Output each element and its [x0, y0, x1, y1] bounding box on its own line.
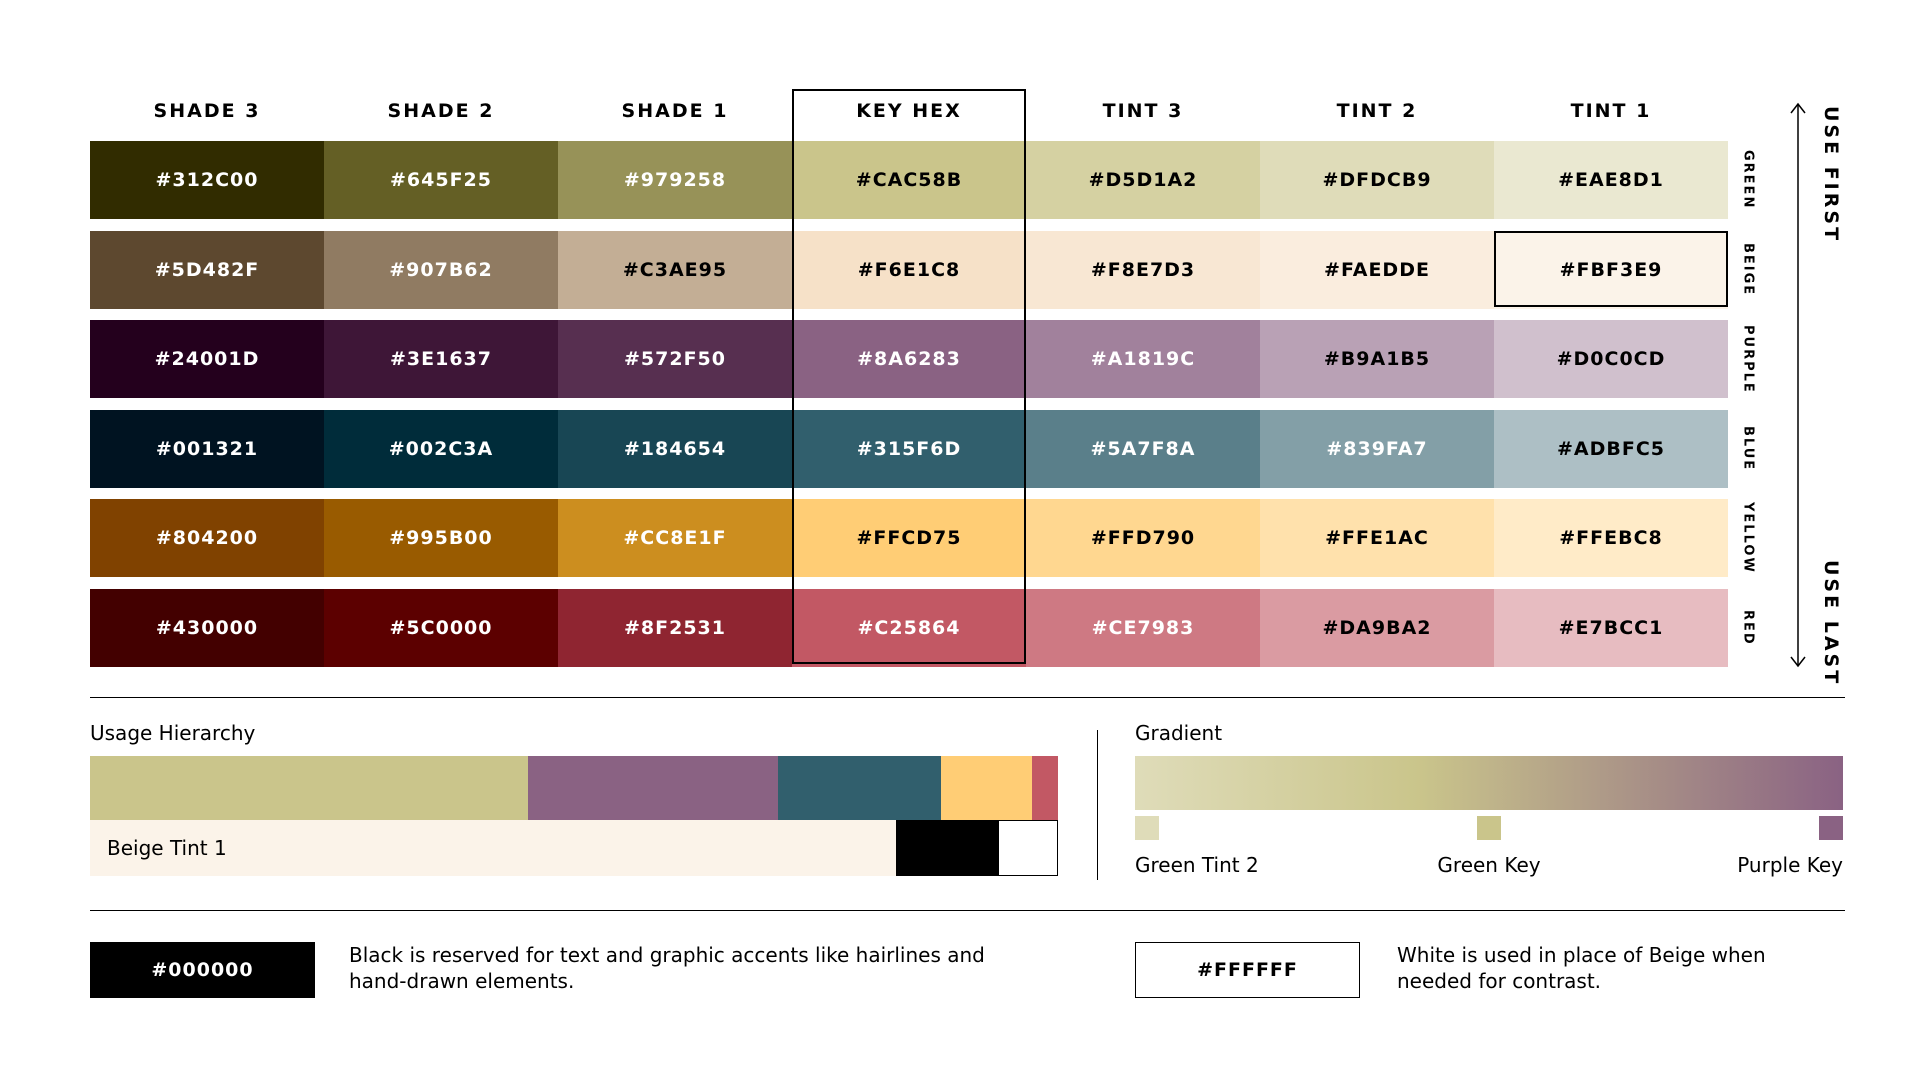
swatch-yellow-0: #804200	[90, 499, 324, 577]
black-description: Black is reserved for text and graphic a…	[349, 943, 985, 993]
divider-bottom	[90, 910, 1845, 911]
swatch-purple-1: #3E1637	[324, 320, 558, 398]
swatch-purple-4: #A1819C	[1026, 320, 1260, 398]
swatch-red-3: #C25864	[792, 588, 1026, 667]
white-swatch: #FFFFFF	[1135, 942, 1360, 998]
black-swatch: #000000	[90, 942, 315, 998]
swatch-yellow-2: #CC8E1F	[558, 499, 792, 577]
white-description: White is used in place of Beige when nee…	[1397, 943, 1766, 993]
swatch-red-0: #430000	[90, 588, 324, 667]
swatch-yellow-4: #FFD790	[1026, 499, 1260, 577]
gradient-label-mid: Green Key	[1437, 853, 1541, 877]
swatch-beige-2: #C3AE95	[558, 230, 792, 309]
swatch-beige-3: #F6E1C8	[792, 230, 1026, 309]
swatch-blue-5: #839FA7	[1260, 409, 1494, 488]
swatch-blue-0: #001321	[90, 409, 324, 488]
usage-base-segment	[997, 820, 1058, 876]
swatch-beige-4: #F8E7D3	[1026, 230, 1260, 309]
gradient-swatch-mid	[1477, 816, 1501, 840]
column-header: TINT 2	[1336, 100, 1418, 122]
gradient-label-end: Purple Key	[1737, 853, 1843, 877]
swatch-yellow-3: #FFCD75	[792, 499, 1026, 577]
swatch-green-2: #979258	[558, 141, 792, 219]
usage-base-segment	[896, 820, 998, 876]
swatch-blue-1: #002C3A	[324, 409, 558, 488]
swatch-purple-3: #8A6283	[792, 320, 1026, 398]
swatch-yellow-5: #FFE1AC	[1260, 499, 1494, 577]
swatch-purple-5: #B9A1B5	[1260, 320, 1494, 398]
swatch-purple-0: #24001D	[90, 320, 324, 398]
swatch-beige-0: #5D482F	[90, 230, 324, 309]
section-divider	[1097, 730, 1098, 880]
gradient-swatch-end	[1819, 816, 1843, 840]
usage-segment	[778, 756, 941, 820]
swatch-green-5: #DFDCB9	[1260, 141, 1494, 219]
swatch-red-6: #E7BCC1	[1494, 588, 1728, 667]
swatch-beige-6: #FBF3E9	[1494, 230, 1728, 309]
column-header: TINT 1	[1570, 100, 1652, 122]
swatch-yellow-1: #995B00	[324, 499, 558, 577]
row-label-green: GREEN	[1740, 150, 1756, 210]
swatch-blue-2: #184654	[558, 409, 792, 488]
row-label-red: RED	[1740, 609, 1756, 646]
priority-arrow	[1790, 102, 1806, 668]
usage-base-label: Beige Tint 1	[107, 836, 227, 860]
row-label-yellow: YELLOW	[1740, 502, 1756, 574]
swatch-red-5: #DA9BA2	[1260, 588, 1494, 667]
column-header: SHADE 1	[621, 100, 729, 122]
usage-segment	[527, 756, 779, 820]
column-header: SHADE 3	[153, 100, 261, 122]
swatch-yellow-6: #FFEBC8	[1494, 499, 1728, 577]
row-label-blue: BLUE	[1740, 425, 1756, 472]
swatch-green-0: #312C00	[90, 141, 324, 219]
usage-segment	[940, 756, 1032, 820]
usage-segment	[1031, 756, 1058, 820]
column-header: SHADE 2	[387, 100, 495, 122]
swatch-purple-2: #572F50	[558, 320, 792, 398]
swatch-blue-6: #ADBFC5	[1494, 409, 1728, 488]
column-header: TINT 3	[1102, 100, 1184, 122]
gradient-title: Gradient	[1135, 721, 1223, 745]
swatch-red-2: #8F2531	[558, 588, 792, 667]
usage-base-segment: Beige Tint 1	[90, 820, 897, 876]
row-label-beige: BEIGE	[1740, 242, 1756, 297]
swatch-blue-3: #315F6D	[792, 409, 1026, 488]
gradient-bar	[1135, 756, 1843, 810]
gradient-label-start: Green Tint 2	[1135, 853, 1259, 877]
use-first-label: USE FIRST	[1820, 106, 1842, 244]
swatch-blue-4: #5A7F8A	[1026, 409, 1260, 488]
swatch-beige-1: #907B62	[324, 230, 558, 309]
swatch-green-3: #CAC58B	[792, 141, 1026, 219]
column-header: KEY HEX	[856, 100, 962, 122]
usage-segment	[90, 756, 528, 820]
swatch-green-4: #D5D1A2	[1026, 141, 1260, 219]
swatch-green-6: #EAE8D1	[1494, 141, 1728, 219]
row-label-purple: PURPLE	[1740, 324, 1756, 394]
use-last-label: USE LAST	[1820, 560, 1842, 687]
usage-title: Usage Hierarchy	[90, 721, 256, 745]
swatch-purple-6: #D0C0CD	[1494, 320, 1728, 398]
divider-top	[90, 697, 1845, 698]
gradient-swatch-start	[1135, 816, 1159, 840]
swatch-red-4: #CE7983	[1026, 588, 1260, 667]
swatch-red-1: #5C0000	[324, 588, 558, 667]
swatch-beige-5: #FAEDDE	[1260, 230, 1494, 309]
swatch-green-1: #645F25	[324, 141, 558, 219]
